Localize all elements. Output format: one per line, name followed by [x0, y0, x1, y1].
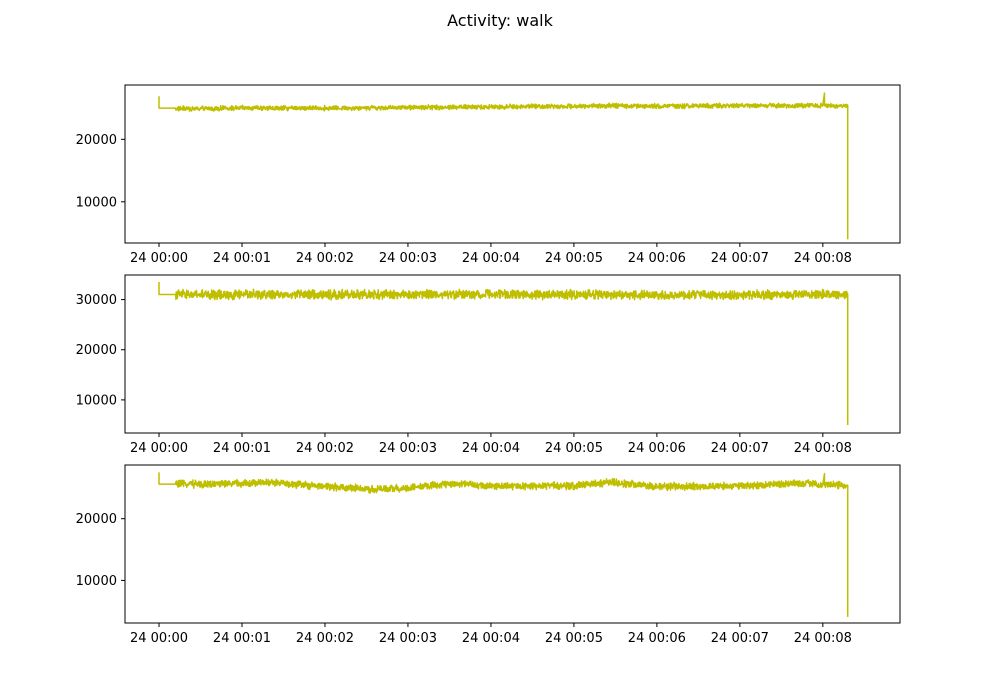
x-tick-label: 24 00:04: [462, 631, 520, 646]
x-tick-label: 24 00:08: [794, 631, 852, 646]
x-tick-label: 24 00:00: [130, 441, 188, 456]
x-tick-label: 24 00:01: [213, 441, 271, 456]
x-tick-label: 24 00:05: [545, 251, 603, 266]
x-tick-label: 24 00:01: [213, 251, 271, 266]
x-tick-label: 24 00:06: [628, 631, 686, 646]
series-line: [159, 93, 848, 239]
x-tick-label: 24 00:03: [379, 631, 437, 646]
x-tick-label: 24 00:07: [711, 441, 769, 456]
y-tick-label: 20000: [76, 343, 117, 358]
subplot-1: 24 00:00 24 00:01 24 00:02 24 00:03 24 00:04…: [76, 85, 900, 266]
x-tick-label: 24 00:05: [545, 441, 603, 456]
x-tick-label: 24 00:06: [628, 251, 686, 266]
y-tick-label: 30000: [76, 293, 117, 308]
x-tick-label: 24 00:04: [462, 251, 520, 266]
series-line: [159, 282, 848, 425]
x-tick-label: 24 00:03: [379, 441, 437, 456]
subplot-3: 24 00:00 24 00:01 24 00:02 24 00:03 24 00:04…: [76, 465, 900, 646]
x-tick-label: 24 00:06: [628, 441, 686, 456]
y-tick-label: 10000: [76, 393, 117, 408]
series-line: [159, 472, 848, 616]
x-tick-label: 24 00:00: [130, 251, 188, 266]
y-tick-label: 20000: [76, 512, 117, 527]
x-tick-label: 24 00:07: [711, 631, 769, 646]
x-tick-label: 24 00:08: [794, 251, 852, 266]
x-tick-label: 24 00:01: [213, 631, 271, 646]
x-tick-label: 24 00:02: [296, 441, 354, 456]
x-tick-label: 24 00:04: [462, 441, 520, 456]
x-tick-label: 24 00:08: [794, 441, 852, 456]
y-tick-label: 10000: [76, 195, 117, 210]
y-tick-label: 10000: [76, 574, 117, 589]
y-tick-label: 20000: [76, 133, 117, 148]
x-tick-label: 24 00:02: [296, 251, 354, 266]
x-tick-label: 24 00:05: [545, 631, 603, 646]
x-tick-label: 24 00:00: [130, 631, 188, 646]
x-tick-label: 24 00:03: [379, 251, 437, 266]
x-tick-label: 24 00:02: [296, 631, 354, 646]
x-tick-label: 24 00:07: [711, 251, 769, 266]
subplot-2: 24 00:00 24 00:01 24 00:02 24 00:03 24 00:04…: [76, 275, 900, 456]
